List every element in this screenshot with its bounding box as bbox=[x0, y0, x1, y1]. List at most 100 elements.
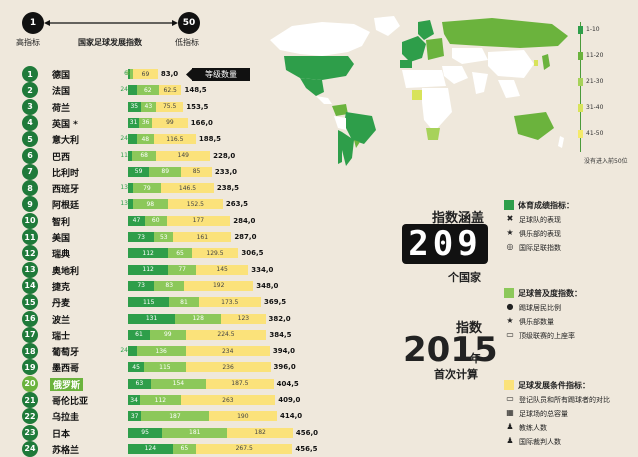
rank-badge: 17 bbox=[22, 326, 38, 343]
popularity-segment: 98 bbox=[132, 199, 168, 210]
rank-badge: 19 bbox=[22, 359, 38, 376]
rank-badge: 16 bbox=[22, 310, 38, 327]
map-mexico bbox=[300, 78, 324, 96]
total-score: 153,5 bbox=[186, 102, 209, 111]
headline-index: 指数 bbox=[456, 321, 483, 336]
country-name: 德国 bbox=[52, 71, 71, 81]
ball-icon: ● bbox=[506, 302, 514, 311]
popularity-segment: 128 bbox=[175, 313, 222, 324]
rank-badge: 3 bbox=[22, 98, 38, 115]
rank-badge: 18 bbox=[22, 343, 38, 360]
scale-left-label: 高指标 bbox=[16, 38, 40, 47]
map-scandinavia bbox=[418, 20, 434, 40]
sport-segment bbox=[128, 346, 137, 357]
map-legend-swatch bbox=[578, 104, 583, 112]
scale-right-badge: 50 bbox=[178, 12, 200, 34]
stadium-icon: ▦ bbox=[506, 408, 514, 417]
sport-value-label: 24 bbox=[120, 86, 128, 94]
conditions-segment: 182 bbox=[227, 427, 293, 438]
sport-segment bbox=[128, 69, 131, 79]
map-india bbox=[472, 72, 488, 94]
popularity-segment: 48 bbox=[136, 134, 154, 145]
rank-badge: 20 bbox=[22, 375, 38, 392]
category-item-label: 踢球居民比例 bbox=[519, 304, 561, 312]
conditions-segment: 234 bbox=[185, 346, 270, 357]
badge-pointer-icon bbox=[186, 68, 193, 81]
sport-value-label: 13 bbox=[120, 184, 128, 192]
category-item-label: 俱乐部的表现 bbox=[519, 230, 561, 238]
country-name: 阿根廷 bbox=[52, 201, 80, 212]
map-legend-range: 21-30 bbox=[586, 78, 604, 85]
map-legend-range: 1-10 bbox=[586, 26, 600, 33]
category-item-label: 教练人数 bbox=[519, 424, 547, 432]
sport-segment bbox=[128, 134, 137, 145]
map-peru bbox=[334, 116, 346, 130]
total-score: 348,0 bbox=[256, 281, 279, 290]
map-legend-line bbox=[580, 22, 581, 152]
conditions-segment: 123 bbox=[221, 313, 266, 324]
map-north-africa bbox=[402, 70, 446, 88]
conditions-segment: 129.5 bbox=[191, 248, 239, 259]
category-title: 足球普及度指数： bbox=[518, 289, 582, 298]
conditions-segment: 145 bbox=[196, 264, 249, 275]
sport-segment: 37 bbox=[128, 411, 142, 422]
popularity-segment: 181 bbox=[162, 427, 228, 438]
popularity-segment: 62 bbox=[136, 85, 159, 96]
country-name: 哥伦比亚 bbox=[52, 397, 89, 407]
conditions-segment: 161 bbox=[173, 232, 232, 242]
category-item-label: 登记队员和所有踢球者的对比 bbox=[519, 396, 610, 404]
country-name: 比利时 bbox=[52, 168, 80, 179]
map-brazil bbox=[344, 112, 376, 144]
headline-countries: 个国家 bbox=[448, 271, 481, 284]
country-name: 巴西 bbox=[52, 152, 71, 163]
country-name: 法国 bbox=[52, 87, 71, 98]
world-map bbox=[270, 16, 568, 166]
popularity-segment: 77 bbox=[168, 264, 197, 275]
map-iberia bbox=[400, 60, 412, 68]
country-name: 荷兰 bbox=[52, 103, 71, 114]
popularity-segment: 89 bbox=[149, 166, 182, 177]
total-score: 188,5 bbox=[198, 135, 222, 144]
map-legend-swatch bbox=[578, 78, 583, 86]
popularity-segment bbox=[130, 69, 134, 79]
sport-segment: 112 bbox=[128, 264, 169, 275]
rank-badge: 24 bbox=[22, 440, 38, 457]
level-count-badge: 等级数量 bbox=[192, 68, 250, 81]
map-china bbox=[488, 50, 534, 78]
rank-badge: 23 bbox=[22, 424, 38, 441]
conditions-segment: 149 bbox=[156, 150, 211, 161]
map-colombia bbox=[332, 104, 348, 116]
country-name: 日本 bbox=[52, 429, 71, 440]
sport-segment: 73 bbox=[128, 280, 155, 291]
map-legend-swatch bbox=[578, 52, 583, 60]
conditions-segment: 224.5 bbox=[185, 329, 267, 340]
conditions-segment: 62.5 bbox=[158, 85, 182, 96]
total-score: 306,5 bbox=[241, 249, 264, 258]
country-name: 智利 bbox=[52, 217, 71, 228]
rank-badge: 21 bbox=[22, 392, 38, 408]
total-score: 233,0 bbox=[214, 167, 238, 176]
headline-number: 209 bbox=[402, 224, 488, 264]
total-score: 284,0 bbox=[233, 216, 256, 225]
scale-right-value: 50 bbox=[182, 18, 196, 28]
conditions-segment: 75.5 bbox=[156, 101, 184, 112]
country-name: 瑞士 bbox=[52, 331, 71, 342]
category-color-box bbox=[504, 380, 514, 390]
sport-segment: 95 bbox=[128, 427, 163, 438]
category-item-label: 足球场的总容量 bbox=[519, 410, 568, 418]
popularity-segment: 99 bbox=[149, 329, 186, 340]
sport-segment: 63 bbox=[128, 378, 151, 389]
conditions-segment: 192 bbox=[184, 280, 254, 291]
conditions-segment: 152.5 bbox=[167, 199, 223, 210]
category-item-label: 足球队的表现 bbox=[519, 216, 561, 224]
popularity-segment: 187 bbox=[141, 411, 209, 422]
map-central-asia bbox=[452, 48, 488, 64]
map-nigeria bbox=[412, 90, 422, 100]
sport-segment bbox=[128, 150, 132, 161]
map-canada bbox=[270, 22, 370, 56]
country-name: 英国 * bbox=[52, 119, 78, 130]
country-name: 美国 bbox=[52, 234, 71, 244]
field-icon: ▭ bbox=[506, 394, 514, 403]
popularity-segment: 112 bbox=[140, 395, 181, 405]
popularity-segment: 81 bbox=[169, 297, 199, 308]
